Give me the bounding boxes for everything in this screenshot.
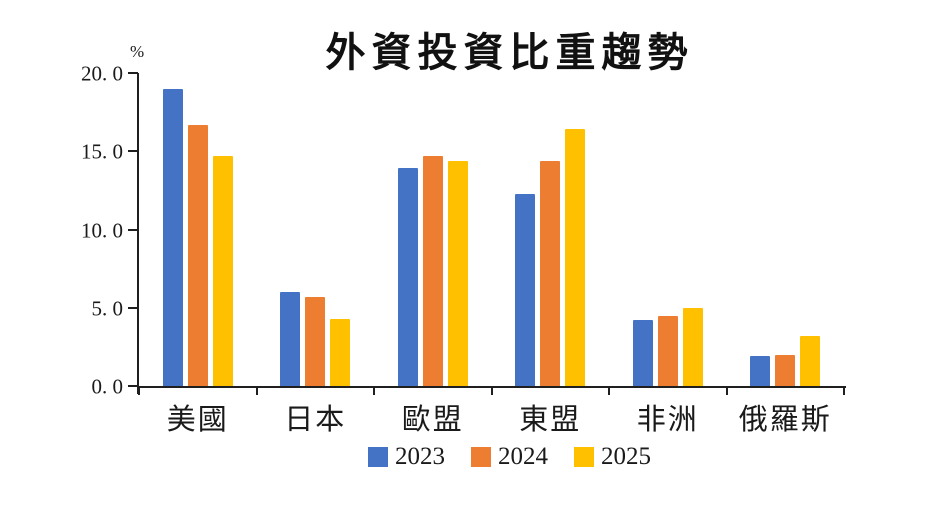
legend-item-2023: 2023 xyxy=(368,444,445,469)
legend-swatch-icon xyxy=(368,446,388,467)
x-axis-category-label: 俄羅斯 xyxy=(738,404,832,436)
legend-swatch-icon xyxy=(471,446,491,467)
legend-label: 2024 xyxy=(498,443,548,470)
x-axis-category-label: 非洲 xyxy=(636,404,699,436)
legend: 2023 2024 2025 xyxy=(80,444,939,469)
x-axis-tick xyxy=(608,386,610,395)
y-axis-tick xyxy=(128,228,138,231)
x-axis-tick xyxy=(490,386,493,395)
x-axis-category-label: 東盟 xyxy=(519,404,582,436)
bar-2024-2 xyxy=(422,155,443,386)
x-axis-category-label: 歐盟 xyxy=(401,404,464,436)
x-axis-tick xyxy=(138,386,140,395)
bar-2023-1 xyxy=(280,292,301,386)
x-axis-tick xyxy=(725,386,728,395)
x-axis-category-label: 美國 xyxy=(166,404,229,436)
legend-swatch-icon xyxy=(574,446,594,467)
x-axis-tick xyxy=(373,386,375,395)
y-axis-tick-label: 5. 0 xyxy=(91,296,124,321)
bar-2025-5 xyxy=(800,335,821,386)
bar-2025-1 xyxy=(330,318,351,386)
bar-2023-2 xyxy=(397,168,418,386)
chart-title: 外資投資比重趨勢 xyxy=(325,30,694,75)
bar-2024-1 xyxy=(305,296,326,386)
bar-2023-3 xyxy=(515,193,536,386)
x-axis-tick xyxy=(843,386,845,395)
bar-2025-3 xyxy=(565,129,586,386)
bar-2024-0 xyxy=(187,124,208,386)
x-axis-tick xyxy=(255,386,258,395)
y-axis-line xyxy=(137,73,139,394)
bar-2025-0 xyxy=(212,155,233,386)
bar-2024-4 xyxy=(657,315,678,386)
bar-2024-3 xyxy=(540,160,561,386)
y-axis-tick xyxy=(128,150,138,153)
legend-item-2024: 2024 xyxy=(471,444,548,469)
legend-label: 2023 xyxy=(395,443,445,470)
y-axis-tick-label: 15. 0 xyxy=(81,139,123,164)
y-axis-tick xyxy=(128,72,138,74)
bar-2025-2 xyxy=(447,160,468,386)
bar-2024-5 xyxy=(775,354,796,386)
y-axis-tick-label: 10. 0 xyxy=(81,218,123,242)
y-axis-unit-label: % xyxy=(130,42,145,61)
bar-2023-5 xyxy=(750,356,771,386)
legend-item-2025: 2025 xyxy=(574,444,651,469)
bar-2023-4 xyxy=(632,320,653,386)
legend-label: 2025 xyxy=(601,443,651,470)
y-axis-tick xyxy=(128,385,138,387)
bar-2025-4 xyxy=(682,307,703,386)
y-axis-tick-label: 20. 0 xyxy=(81,61,123,86)
y-axis-tick xyxy=(128,306,138,309)
x-axis-category-label: 日本 xyxy=(284,404,347,436)
bar-2023-0 xyxy=(162,88,183,386)
y-axis-tick-label: 0. 0 xyxy=(91,374,124,399)
